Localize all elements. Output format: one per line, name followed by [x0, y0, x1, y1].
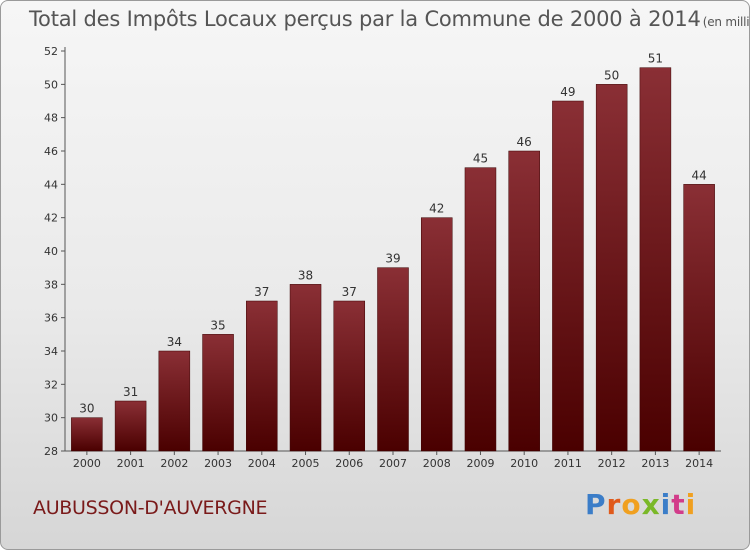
- chart-unit-note: (en milliers d'€): [702, 15, 750, 29]
- bar-value-label: 31: [123, 385, 138, 399]
- y-tick-label: 28: [44, 445, 58, 458]
- bar-value-label: 34: [167, 335, 182, 349]
- bar: [464, 167, 497, 452]
- bar-value-label: 30: [79, 402, 94, 416]
- y-tick-label: 38: [44, 278, 58, 291]
- bar-value-label: 35: [210, 318, 225, 332]
- y-tick-label: 52: [44, 45, 58, 58]
- x-tick-label: 2012: [598, 457, 626, 470]
- bar-value-label: 49: [560, 85, 575, 99]
- bar: [639, 67, 672, 452]
- y-tick-label: 34: [44, 345, 58, 358]
- y-tick-label: 48: [44, 112, 58, 125]
- bar-value-label: 38: [298, 268, 313, 282]
- logo-letter: x: [641, 488, 661, 521]
- y-tick-label: 50: [44, 78, 58, 91]
- bar: [158, 350, 191, 452]
- bar-value-label: 37: [342, 285, 357, 299]
- y-tick-label: 42: [44, 212, 58, 225]
- bar-value-label: 37: [254, 285, 269, 299]
- bar: [595, 84, 628, 452]
- x-tick-label: 2002: [160, 457, 188, 470]
- commune-name: AUBUSSON-D'AUVERGNE: [33, 497, 268, 519]
- x-tick-label: 2009: [466, 457, 494, 470]
- x-tick-label: 2000: [73, 457, 101, 470]
- logo-letter: i: [660, 488, 672, 521]
- bar: [683, 184, 715, 452]
- bar-value-label: 46: [517, 135, 532, 149]
- bar: [246, 300, 278, 452]
- bar: [508, 150, 540, 452]
- x-tick-label: 2014: [685, 457, 713, 470]
- bar: [289, 284, 322, 452]
- bar-value-label: 50: [604, 68, 619, 82]
- bar: [377, 267, 409, 452]
- x-tick-label: 2004: [248, 457, 276, 470]
- logo-letter: i: [685, 488, 697, 521]
- proxiti-logo: Proxiti: [585, 488, 696, 521]
- bar-value-label: 45: [473, 152, 488, 166]
- x-tick-label: 2005: [292, 457, 320, 470]
- bar: [202, 334, 234, 452]
- bar: [552, 100, 584, 452]
- logo-letter: r: [606, 488, 622, 521]
- x-tick-label: 2006: [335, 457, 363, 470]
- x-tick-label: 2007: [379, 457, 407, 470]
- x-tick-label: 2001: [117, 457, 145, 470]
- bar: [114, 400, 147, 452]
- y-tick-label: 40: [44, 245, 58, 258]
- x-tick-label: 2003: [204, 457, 232, 470]
- y-tick-label: 30: [44, 412, 58, 425]
- y-tick-label: 46: [44, 145, 58, 158]
- bar: [71, 417, 103, 452]
- x-tick-label: 2008: [423, 457, 451, 470]
- chart-title-text: Total des Impôts Locaux perçus par la Co…: [29, 7, 701, 31]
- bar: [420, 217, 453, 452]
- logo-letter: t: [671, 488, 686, 521]
- bar-value-label: 44: [691, 168, 706, 182]
- bar-value-label: 51: [648, 52, 663, 66]
- logo-letter: o: [621, 488, 642, 521]
- y-tick-label: 44: [44, 178, 58, 191]
- logo-letter: P: [585, 488, 607, 521]
- x-tick-label: 2013: [641, 457, 669, 470]
- y-tick-label: 36: [44, 312, 58, 325]
- chart-title: Total des Impôts Locaux perçus par la Co…: [29, 7, 750, 31]
- y-tick-label: 32: [44, 378, 58, 391]
- x-tick-label: 2011: [554, 457, 582, 470]
- x-tick-label: 2010: [510, 457, 538, 470]
- bar-value-label: 42: [429, 202, 444, 216]
- bar-value-label: 39: [385, 252, 400, 266]
- bar: [333, 300, 366, 452]
